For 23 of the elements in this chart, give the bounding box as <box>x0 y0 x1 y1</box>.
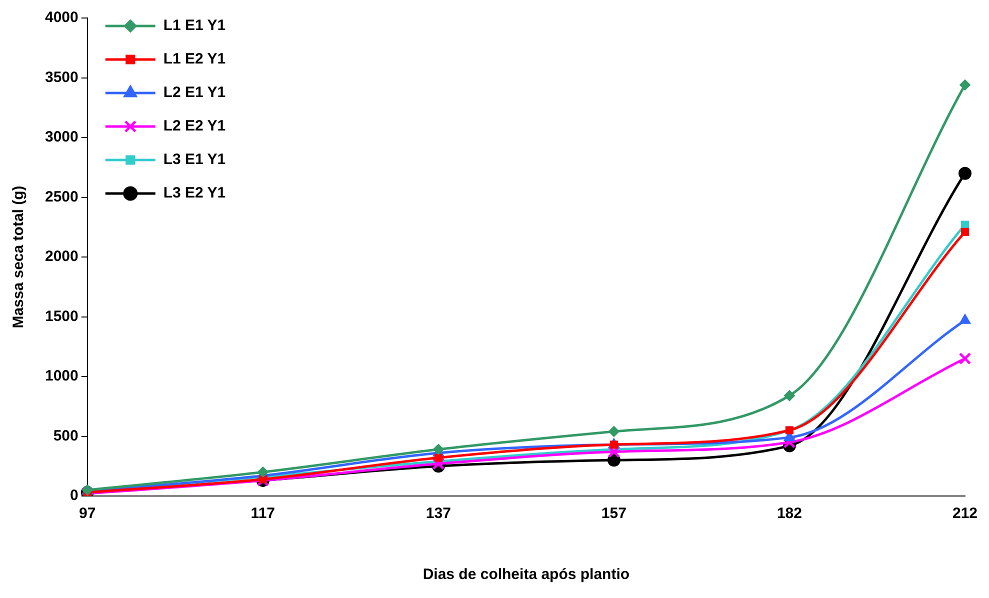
y-tick-label: 500 <box>53 427 78 444</box>
x-tick-label: 117 <box>250 505 275 522</box>
y-tick-label: 3500 <box>44 68 78 86</box>
y-tick-label: 1500 <box>44 308 78 325</box>
legend-label: L2 E2 Y1 <box>163 118 226 135</box>
x-tick-label: 137 <box>426 505 451 522</box>
y-tick-label: 3000 <box>44 128 78 146</box>
x-tick-label: 97 <box>79 505 96 522</box>
y-tick-label: 2500 <box>44 188 78 206</box>
legend-label: L1 E1 Y1 <box>163 17 226 34</box>
legend-label: L1 E2 Y1 <box>163 50 226 68</box>
x-tick-label: 157 <box>601 505 626 522</box>
legend-label: L3 E2 Y1 <box>163 184 226 202</box>
x-tick-label: 212 <box>952 505 978 522</box>
x-axis-title: Dias de colheita após plantio <box>422 566 630 584</box>
x-tick-label: 182 <box>776 505 802 522</box>
legend-label: L2 E1 Y1 <box>163 84 226 102</box>
legend-label: L3 E1 Y1 <box>163 151 226 168</box>
y-tick-label: 4000 <box>44 9 78 26</box>
y-tick-label: 0 <box>70 487 78 504</box>
y-axis-title: Massa seca total (g) <box>10 186 28 328</box>
y-tick-label: 2000 <box>44 248 78 266</box>
y-tick-label: 1000 <box>44 368 78 385</box>
